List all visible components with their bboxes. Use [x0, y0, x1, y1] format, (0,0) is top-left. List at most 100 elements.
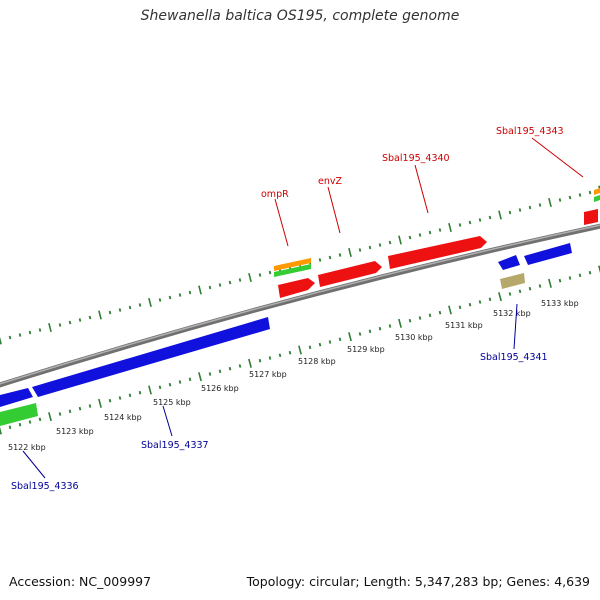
gene-envZ[interactable] [318, 261, 382, 287]
upper-tick [438, 228, 442, 232]
gene-ompR-orange[interactable] [274, 258, 311, 271]
gene-ompR-green[interactable] [274, 264, 311, 277]
label-Sbal195_4340[interactable]: Sbal195_4340 [382, 153, 450, 164]
upper-tick [388, 240, 392, 245]
gene-Sbal195_4337[interactable] [32, 317, 270, 397]
upper-tick [508, 210, 512, 215]
upper-tick [18, 333, 22, 337]
gene-Sbal195_4343-orange[interactable] [594, 188, 600, 195]
lower-tick [558, 278, 562, 283]
lower-tick [308, 345, 312, 350]
lower-tick [168, 382, 172, 387]
upper-tick [348, 247, 352, 258]
leader-line-Sbal195_4337 [162, 405, 173, 437]
lower-tick [598, 265, 600, 274]
upper-tick [138, 303, 142, 307]
lower-tick [518, 289, 522, 294]
map-title: Shewanella baltica OS195, complete genom… [140, 8, 460, 24]
lower-tick [268, 356, 272, 360]
reverse-strand-genes [0, 243, 572, 426]
scale-label: 5124 kbp [104, 413, 142, 422]
lower-tick [488, 297, 492, 302]
gene-Sbal195_4341[interactable] [500, 273, 525, 289]
forward-gene-labels: ompR envZ Sbal195_4340 Sbal195_4343 [261, 126, 584, 247]
upper-tick [598, 185, 600, 194]
accession-text: Accession: NC_009997 [9, 574, 152, 589]
upper-tick [218, 283, 222, 287]
upper-tick [578, 193, 582, 197]
lower-tick [148, 385, 152, 395]
leader-line-Sbal195_4341 [513, 303, 518, 350]
upper-tick [38, 328, 42, 332]
scale-label: 5129 kbp [347, 345, 385, 354]
scale-label: 5131 kbp [445, 321, 483, 330]
lower-tick [18, 422, 22, 427]
upper-tick [448, 222, 452, 233]
upper-tick [228, 280, 232, 285]
upper-tick [528, 205, 532, 210]
label-Sbal195_4341[interactable]: Sbal195_4341 [480, 352, 548, 363]
forward-strand-genes [274, 188, 600, 298]
upper-tick [158, 298, 162, 302]
scale-label: 5126 kbp [201, 384, 239, 393]
lower-tick [398, 318, 402, 328]
upper-tick [0, 336, 2, 345]
gene-blue-right[interactable] [524, 243, 572, 265]
lower-tick [588, 270, 592, 275]
upper-tick [368, 245, 372, 250]
gene-ompR[interactable] [278, 278, 315, 298]
lower-tick [278, 353, 282, 358]
label-ompR[interactable]: ompR [261, 189, 289, 200]
lower-tick [48, 412, 52, 422]
upper-tick [208, 285, 212, 290]
label-envZ[interactable]: envZ [318, 176, 342, 187]
reverse-gene-labels: Sbal195_4336 Sbal195_4337 Sbal195_4341 [11, 303, 548, 492]
label-Sbal195_4337[interactable]: Sbal195_4337 [141, 440, 209, 451]
upper-tick [478, 218, 482, 222]
scale-label: 5130 kbp [395, 333, 433, 342]
upper-tick [8, 335, 12, 340]
upper-tick [498, 210, 502, 220]
upper-tick [418, 233, 422, 237]
upper-tick [168, 295, 172, 300]
lower-tick [58, 412, 62, 416]
lower-tick [288, 350, 292, 355]
lower-tick [498, 292, 502, 302]
upper-tick [68, 320, 72, 325]
gene-Sbal195_4343[interactable] [584, 209, 598, 225]
upper-tick [558, 198, 562, 202]
lower-tick [28, 420, 32, 424]
lower-tick [548, 278, 552, 288]
scale-label: 5128 kbp [298, 357, 336, 366]
upper-tick [28, 330, 32, 335]
gene-Sbal195_4336[interactable] [0, 403, 38, 426]
lower-tick [158, 385, 162, 390]
label-Sbal195_4336[interactable]: Sbal195_4336 [11, 481, 79, 492]
gene-Sbal195_4343-green[interactable] [594, 195, 600, 202]
label-Sbal195_4343[interactable]: Sbal195_4343 [496, 126, 564, 137]
gene-blue-left[interactable] [0, 388, 33, 407]
lower-tick [428, 313, 432, 318]
gene-blue-small[interactable] [498, 255, 520, 270]
lower-tick [468, 302, 472, 307]
genome-backbone [0, 223, 600, 388]
gene-Sbal195_4340[interactable] [388, 236, 487, 269]
scale-label: 5122 kbp [8, 443, 46, 452]
upper-tick [588, 190, 592, 195]
lower-tick [248, 358, 252, 368]
upper-tick [378, 243, 382, 247]
lower-tick [38, 417, 42, 422]
lower-tick [318, 342, 322, 347]
lower-tick [228, 366, 232, 371]
lower-tick [198, 372, 202, 382]
upper-tick [148, 297, 152, 308]
lower-tick [208, 372, 212, 376]
upper-tick [328, 255, 332, 260]
scale-label: 5127 kbp [249, 370, 287, 379]
upper-tick [488, 215, 492, 220]
lower-tick [528, 286, 532, 291]
lower-tick [388, 324, 392, 328]
leader-line-envZ [327, 186, 341, 234]
lower-tick [568, 276, 572, 280]
